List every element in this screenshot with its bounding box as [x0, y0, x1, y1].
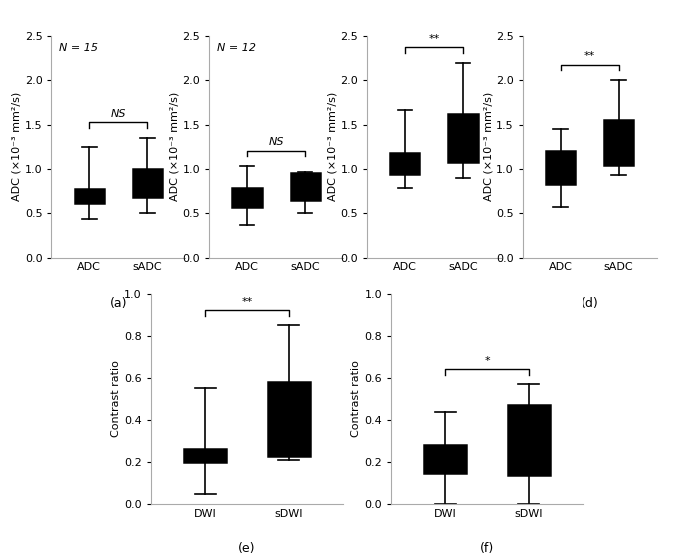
- Text: **: **: [241, 297, 252, 307]
- Text: N = 12: N = 12: [217, 43, 257, 53]
- Text: NS: NS: [268, 137, 284, 147]
- Y-axis label: ADC (×10⁻³ mm²/s): ADC (×10⁻³ mm²/s): [327, 92, 338, 202]
- PathPatch shape: [449, 114, 477, 162]
- PathPatch shape: [185, 449, 226, 462]
- Text: N = 15: N = 15: [60, 43, 99, 53]
- PathPatch shape: [268, 382, 309, 456]
- PathPatch shape: [233, 188, 261, 207]
- PathPatch shape: [546, 151, 575, 184]
- Y-axis label: ADC (×10⁻³ mm²/s): ADC (×10⁻³ mm²/s): [169, 92, 180, 202]
- PathPatch shape: [75, 189, 104, 203]
- Text: (d): (d): [581, 297, 598, 310]
- PathPatch shape: [133, 169, 162, 197]
- Y-axis label: ADC (×10⁻³ mm²/s): ADC (×10⁻³ mm²/s): [12, 92, 22, 202]
- Y-axis label: Contrast ratio: Contrast ratio: [351, 361, 362, 437]
- PathPatch shape: [390, 153, 419, 175]
- PathPatch shape: [425, 445, 466, 473]
- Text: (c): (c): [425, 297, 442, 310]
- Text: (e): (e): [238, 542, 256, 554]
- PathPatch shape: [508, 405, 549, 475]
- Text: NS: NS: [110, 109, 126, 119]
- Text: *: *: [484, 356, 490, 366]
- Text: (f): (f): [480, 542, 494, 554]
- Text: **: **: [584, 52, 595, 61]
- Text: (b): (b): [268, 297, 285, 310]
- Y-axis label: ADC (×10⁻³ mm²/s): ADC (×10⁻³ mm²/s): [483, 92, 493, 202]
- PathPatch shape: [604, 120, 633, 165]
- PathPatch shape: [291, 173, 320, 200]
- Text: **: **: [428, 34, 440, 44]
- Y-axis label: Contrast ratio: Contrast ratio: [111, 361, 121, 437]
- Text: (a): (a): [110, 297, 127, 310]
